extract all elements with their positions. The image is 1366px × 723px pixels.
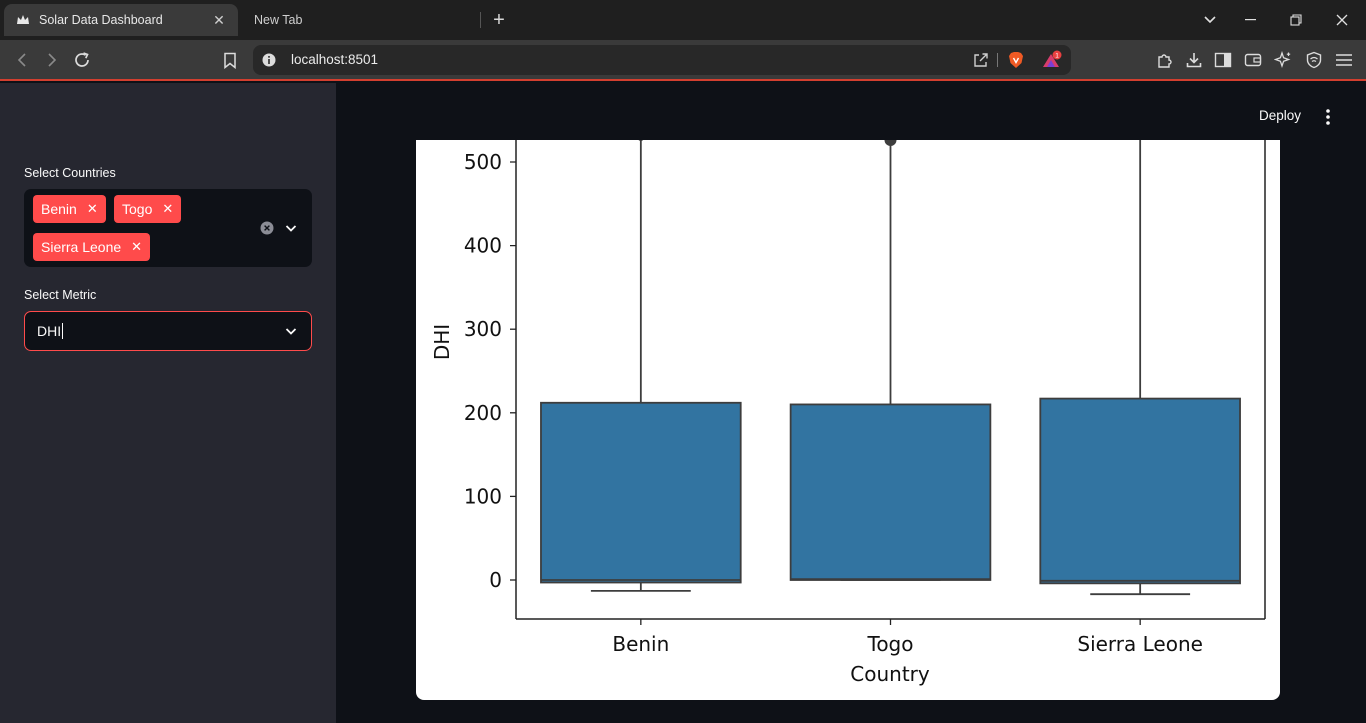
y-tick-label: 400 — [464, 234, 502, 258]
y-tick-label: 500 — [464, 150, 502, 174]
browser-toolbar: localhost:8501 1 — [0, 40, 1366, 81]
restore-window-icon[interactable] — [1276, 0, 1316, 40]
extensions-puzzle-icon[interactable] — [1153, 48, 1177, 72]
site-info-icon[interactable] — [261, 52, 277, 68]
remove-chip-icon[interactable]: ✕ — [131, 239, 143, 254]
close-tab-icon[interactable]: ✕ — [213, 11, 225, 28]
country-chip-benin[interactable]: Benin ✕ — [33, 195, 106, 223]
select-metric-label: Select Metric — [24, 288, 97, 302]
metric-select-value: DHI — [37, 323, 64, 339]
minimize-icon[interactable] — [1231, 0, 1271, 40]
app-sidebar: Select Countries Benin ✕ Togo ✕ Sierra L… — [0, 83, 336, 723]
brave-shields-icon[interactable] — [1006, 50, 1026, 70]
boxplot-svg: 0 100 200 300 400 500 Benin Togo Sierra Leone Cou… — [430, 140, 1266, 686]
remove-chip-icon[interactable]: ✕ — [86, 201, 98, 216]
forward-arrow-icon[interactable] — [40, 48, 64, 72]
boxplot-chart: 0 100 200 300 400 500 Benin Togo Sierra Leone Cou… — [416, 140, 1280, 700]
address-bar[interactable]: localhost:8501 1 — [253, 45, 1071, 75]
chip-label: Benin — [41, 201, 77, 217]
rewards-badge-count: 1 — [1055, 52, 1059, 59]
browser-menu-hamburger-icon[interactable] — [1332, 48, 1356, 72]
x-tick-label: Benin — [612, 632, 669, 656]
y-tick-label: 300 — [464, 317, 502, 341]
vpn-shield-icon[interactable] — [1302, 48, 1326, 72]
browser-tab-bar: Solar Data Dashboard ✕ New Tab + — [0, 0, 1366, 40]
y-axis-label: DHI — [430, 324, 454, 360]
country-chip-sierra-leone[interactable]: Sierra Leone ✕ — [33, 233, 151, 261]
streamlit-crown-icon — [16, 13, 30, 27]
remove-chip-icon[interactable]: ✕ — [162, 201, 174, 216]
y-tick-label: 200 — [464, 401, 502, 425]
chevron-down-icon[interactable] — [283, 220, 299, 236]
tab-title: New Tab — [254, 13, 303, 27]
leo-ai-sparkle-icon[interactable] — [1271, 48, 1295, 72]
metric-select[interactable]: DHI — [24, 311, 312, 351]
outlier-benin — [638, 140, 644, 141]
address-bar-divider — [997, 53, 998, 67]
chip-label: Sierra Leone — [41, 239, 122, 255]
sidebar-toggle-icon[interactable] — [1211, 48, 1235, 72]
back-arrow-icon[interactable] — [10, 48, 34, 72]
x-axis-label: Country — [850, 662, 930, 686]
brave-rewards-icon[interactable]: 1 — [1040, 50, 1062, 72]
box-togo — [789, 403, 992, 581]
select-countries-label: Select Countries — [24, 166, 116, 180]
new-tab-plus-icon[interactable]: + — [493, 8, 505, 31]
countries-multiselect[interactable]: Benin ✕ Togo ✕ Sierra Leone ✕ — [24, 189, 312, 267]
url-text: localhost:8501 — [291, 52, 379, 67]
clear-all-icon[interactable] — [260, 221, 274, 235]
country-chip-togo[interactable]: Togo ✕ — [114, 195, 182, 223]
outlier-togo — [884, 140, 897, 146]
x-tick-label: Togo — [867, 632, 914, 656]
tab-title: Solar Data Dashboard — [39, 13, 163, 27]
chevron-down-icon[interactable] — [283, 323, 299, 339]
y-tick-label: 0 — [489, 568, 502, 592]
tab-search-chevron-icon[interactable] — [1190, 0, 1230, 40]
share-icon[interactable] — [971, 50, 991, 70]
tab-separator — [480, 12, 481, 28]
box-sierra-leone — [1039, 397, 1241, 585]
metric-value-text: DHI — [37, 323, 62, 339]
y-tick-label: 100 — [464, 484, 502, 508]
main-menu-kebab-icon[interactable] — [1318, 107, 1338, 127]
bookmark-icon[interactable] — [218, 48, 242, 72]
box-benin — [540, 401, 742, 584]
x-tick-label: Sierra Leone — [1077, 632, 1203, 656]
chip-label: Togo — [122, 201, 153, 217]
tab-solar-data-dashboard[interactable]: Solar Data Dashboard ✕ — [4, 4, 238, 36]
tab-new-tab[interactable]: New Tab — [242, 4, 480, 36]
downloads-icon[interactable] — [1182, 48, 1206, 72]
reload-icon[interactable] — [70, 48, 94, 72]
deploy-button[interactable]: Deploy — [1259, 108, 1302, 123]
close-window-icon[interactable] — [1322, 0, 1362, 40]
text-caret — [62, 323, 64, 339]
wallet-icon[interactable] — [1241, 48, 1265, 72]
